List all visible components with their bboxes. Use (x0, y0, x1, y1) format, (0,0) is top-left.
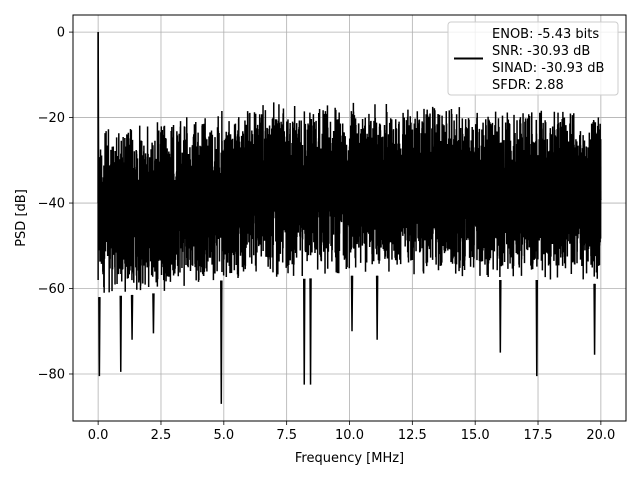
legend-line-text: SFDR: 2.88 (492, 78, 564, 93)
y-tick-label: −20 (38, 111, 65, 126)
psd-dip (499, 279, 502, 353)
y-tick-label: −40 (38, 197, 65, 212)
legend-line-text: ENOB: -5.43 bits (492, 27, 599, 42)
x-tick-label: 0.0 (88, 428, 109, 443)
y-axis-label: PSD [dB] (14, 189, 29, 247)
y-tick-label: −60 (38, 282, 65, 297)
x-tick-label: 10.0 (335, 428, 364, 443)
series-layer (97, 32, 602, 404)
psd-dip (535, 279, 539, 377)
legend-box (447, 21, 619, 96)
legend: ENOB: -5.43 bits SNR: -30.93 dB SINAD: -30… (447, 21, 619, 96)
psd-dip (375, 275, 379, 340)
psd-dip (309, 278, 312, 385)
x-axis-label: Frequency [MHz] (295, 451, 404, 466)
psd-dip (350, 275, 354, 332)
psd-dip (130, 294, 134, 340)
x-tick-label: 2.5 (151, 428, 172, 443)
psd-line (97, 32, 602, 293)
psd-dip (220, 280, 223, 404)
x-tick-label: 15.0 (461, 428, 490, 443)
x-tick-label: 12.5 (398, 428, 427, 443)
x-tick-label: 7.5 (276, 428, 297, 443)
y-tick-label: −80 (38, 367, 65, 382)
psd-dip (98, 297, 101, 377)
ticks: 0.0 2.5 5.0 7.5 10.0 12.5 15.0 17.5 20.0 0 −20 −40 −… (38, 26, 616, 443)
x-tick-label: 5.0 (213, 428, 234, 443)
psd-dip (152, 293, 155, 334)
y-tick-label: 0 (57, 26, 65, 41)
x-tick-label: 17.5 (524, 428, 553, 443)
legend-line-text: SNR: -30.93 dB (492, 44, 590, 59)
psd-dip (593, 283, 596, 355)
legend-entry: ENOB: -5.43 bits SNR: -30.93 dB SINAD: -30… (492, 27, 604, 93)
psd-dip (303, 278, 306, 385)
x-tick-label: 20.0 (586, 428, 615, 443)
legend-line-text: SINAD: -30.93 dB (492, 61, 604, 76)
psd-dip (119, 295, 123, 372)
